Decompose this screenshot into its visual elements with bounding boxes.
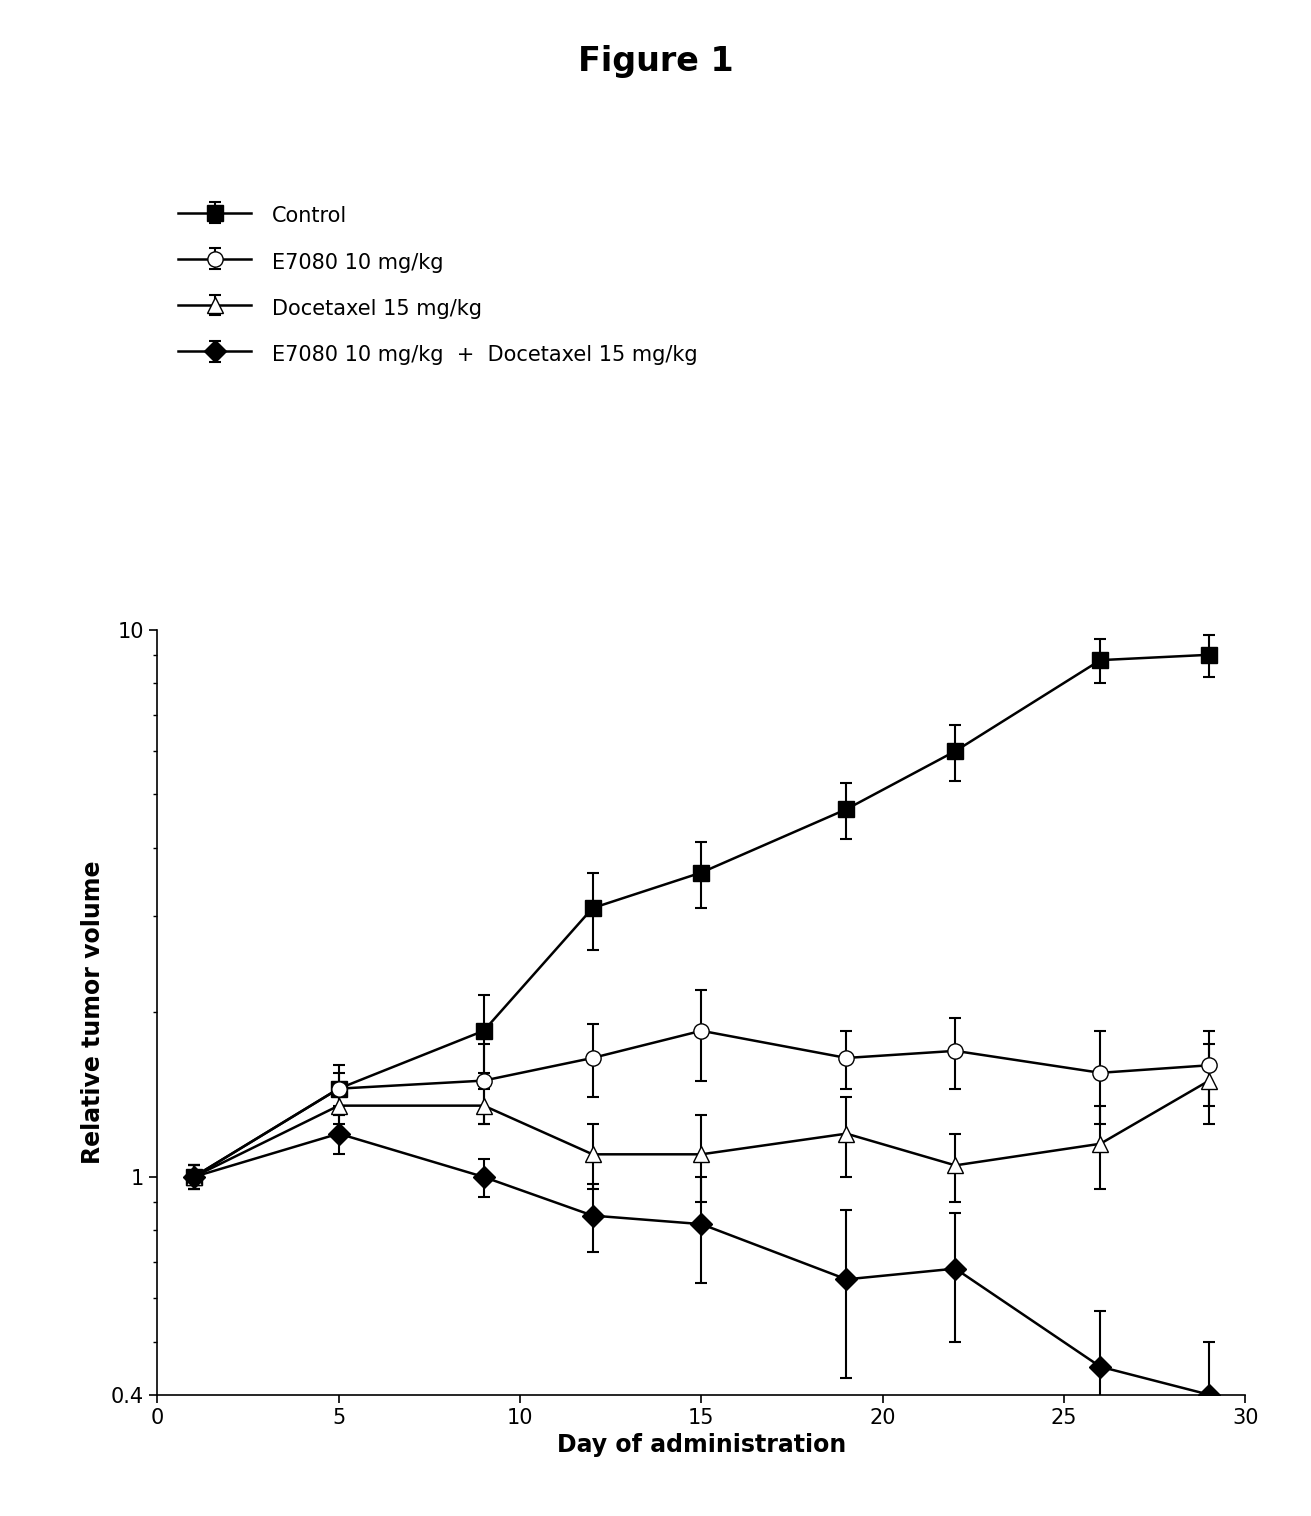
Y-axis label: Relative tumor volume: Relative tumor volume <box>81 861 105 1164</box>
Text: Figure 1: Figure 1 <box>578 45 733 79</box>
Legend: Control, E7080 10 mg/kg, Docetaxel 15 mg/kg, E7080 10 mg/kg  +  Docetaxel 15 mg/: Control, E7080 10 mg/kg, Docetaxel 15 mg… <box>168 193 708 377</box>
X-axis label: Day of administration: Day of administration <box>557 1434 846 1457</box>
